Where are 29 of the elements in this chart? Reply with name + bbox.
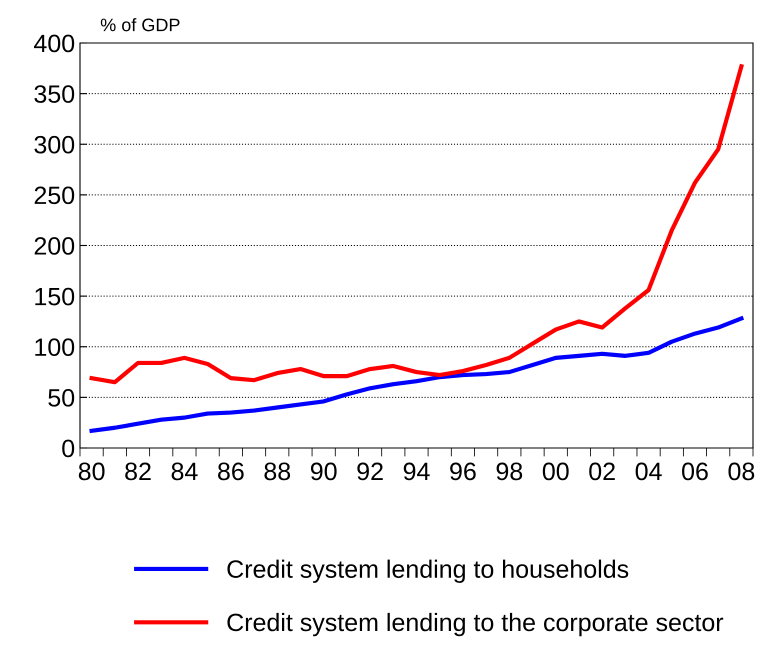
y-tick-label: 50 [48,388,74,407]
y-tick-label: 250 [34,186,74,204]
x-tick-label: 80 [78,462,105,480]
x-tick-label: 08 [728,462,754,480]
x-tick-label: 92 [357,462,383,480]
x-tick-label: 02 [589,462,615,480]
x-tick-label: 04 [636,462,662,480]
y-tick-label: 200 [34,237,74,255]
x-tick-label: 98 [496,462,522,480]
x-tick-label: 86 [218,462,244,480]
y-tick-label: 100 [35,338,74,356]
legend-label: Credit system lending to households [227,560,628,583]
y-axis-title: % of GDP [100,18,180,32]
x-tick-label: 88 [264,462,290,480]
y-tick-label: 350 [34,85,74,103]
y-tick-label: 150 [35,288,74,306]
x-tick-label: 00 [542,462,569,480]
x-tick-label: 84 [172,462,198,480]
line-series [90,64,744,384]
x-tick-label: 82 [125,462,151,480]
y-tick-label: 400 [34,34,74,52]
legend-label: Credit system lending to the corporate sector [227,612,724,636]
x-tick-label: 96 [450,462,476,480]
x-tick-label: 06 [682,462,708,480]
x-tick-label: 90 [310,462,337,480]
y-tick-label: 0 [62,440,74,458]
line-series [90,316,744,433]
x-tick-label: 94 [404,462,430,480]
y-tick-label: 300 [34,136,74,154]
